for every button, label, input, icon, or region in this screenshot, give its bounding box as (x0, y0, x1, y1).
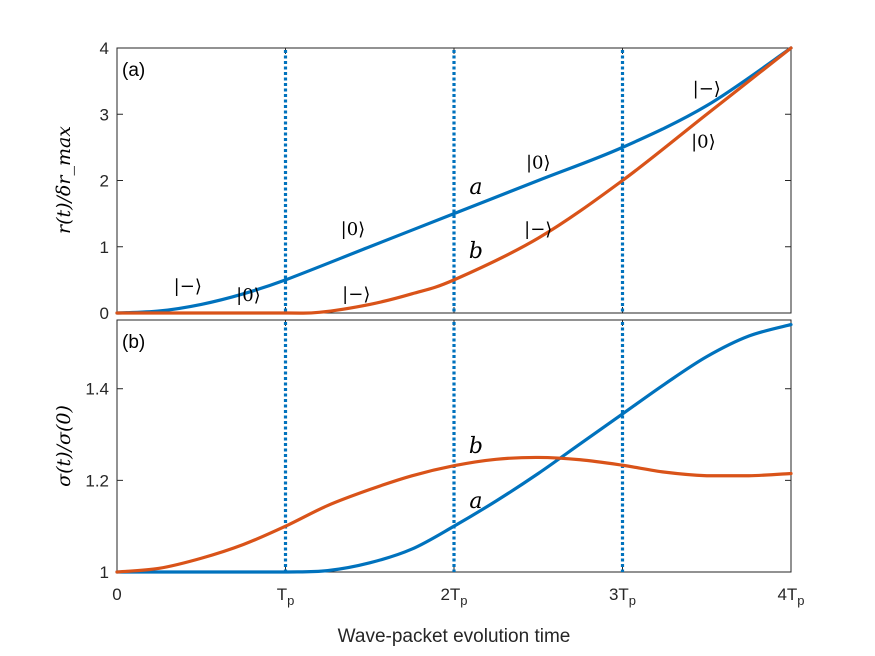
panel-a-ytick-label: 0 (100, 304, 109, 323)
x-tick-label: 0 (112, 585, 121, 604)
panel-b-curve-label-a: a (469, 489, 482, 514)
panel-a-curve-label-a: a (469, 175, 482, 200)
panel-a-state-annotation: |0⟩ (526, 153, 551, 174)
panel-a-state-annotation: |−⟩ (524, 219, 552, 240)
panel-b-series-a (115, 322, 793, 574)
panel-a-plot: 0 1 2 3 4 a b |−⟩ |0⟩ |−⟩ |0⟩ |−⟩ |0⟩ |−⟩ |0⟩ (100, 39, 793, 323)
x-tick-label: Tp (277, 585, 295, 608)
panel-b-ylabel: σ(t)/σ(0) (53, 405, 75, 487)
panel-b-ytick-label: 1 (100, 563, 109, 582)
panel-a-ytick-label: 2 (100, 172, 109, 191)
panel-a-ytick-label: 4 (100, 39, 109, 58)
panel-a-state-annotation: |−⟩ (693, 78, 721, 99)
x-axis-label: Wave-packet evolution time (338, 626, 571, 647)
panel-a-state-annotation: |−⟩ (174, 276, 202, 297)
panel-a-frame (116, 47, 792, 314)
panel-a-state-annotation: |0⟩ (236, 285, 261, 306)
panel-b-curve-label-b: b (469, 434, 483, 459)
panel-b-series-b (115, 455, 793, 574)
panel-a-label: (a) (122, 60, 145, 81)
panel-a-ytick-label: 3 (100, 105, 109, 124)
panel-a-series-b (115, 46, 793, 315)
panel-a-ylabel: r(t)/δr_max (53, 126, 75, 234)
panel-b-ytick-label: 1.4 (85, 380, 109, 399)
panel-a-ytick-label: 1 (100, 238, 109, 257)
x-tick-label: 2Tp (440, 585, 467, 608)
panel-b-plot: 1 1.2 1.4 0 Tp 2Tp 3Tp 4Tp b a (85, 320, 805, 608)
panel-b-ytick-label: 1.2 (85, 471, 109, 490)
panel-a-state-annotation: |0⟩ (341, 219, 366, 240)
panel-b-label: (b) (122, 332, 145, 353)
x-tick-label: 4Tp (777, 585, 804, 608)
x-tick-label: 3Tp (609, 585, 636, 608)
panel-a-state-annotation: |0⟩ (691, 131, 716, 152)
panel-a-curve-label-b: b (469, 239, 483, 264)
panel-a-series-a (115, 46, 793, 315)
panel-a-state-annotation: |−⟩ (342, 284, 370, 305)
